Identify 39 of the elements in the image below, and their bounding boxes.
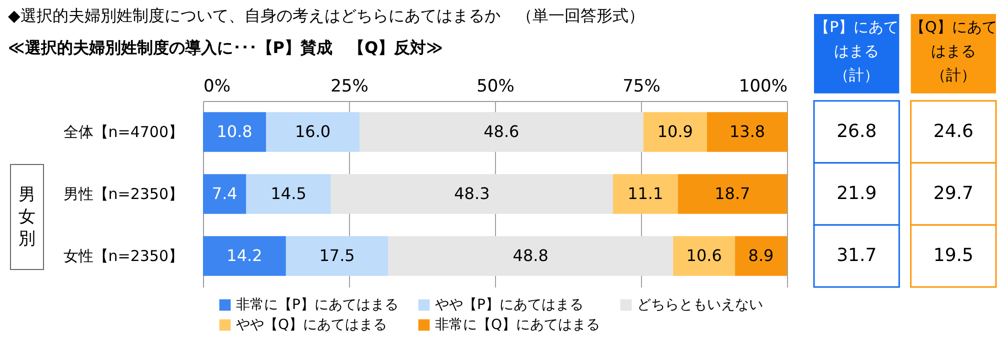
data-label: 14.5	[270, 184, 306, 203]
legend-label: やや【Q】にあてはまる	[236, 317, 388, 333]
data-label: 48.8	[512, 246, 548, 265]
data-label: 24.6	[933, 120, 974, 142]
text: 男女別	[10, 164, 44, 270]
data-label: 48.3	[454, 184, 490, 203]
data-label: 26.8	[836, 120, 877, 142]
legend-label: 非常に【P】にあてはまる	[236, 297, 398, 313]
data-label: 21.9	[836, 182, 877, 204]
data-label: 14.2	[226, 246, 262, 265]
x-tick-label: 75%	[622, 76, 660, 96]
legend-label: 非常に【Q】にあてはまる	[435, 317, 600, 333]
data-label: 11.1	[628, 184, 664, 203]
x-tick-label: 【Q】にあてはまる（計）	[910, 18, 997, 84]
y-tick-label: 女性【n=2350】	[63, 247, 184, 265]
x-tick-label: 【P】にあてはまる（計）	[814, 18, 899, 84]
x-tick-label: 0%	[204, 76, 230, 96]
x-tick-label: 25%	[330, 76, 368, 96]
y-tick-label: 全体【n=4700】	[63, 123, 184, 141]
data-label: 8.9	[748, 246, 774, 265]
data-label: 16.0	[294, 122, 331, 141]
data-label: 29.7	[933, 182, 974, 204]
data-label: 48.6	[484, 122, 520, 141]
chart-subtitle: ≪選択的夫婦別姓制度の導入に･･･【P】賛成 【Q】反対≫	[8, 38, 443, 59]
data-label: 7.4	[212, 184, 238, 203]
legend-label: どちらともいえない	[637, 297, 763, 313]
data-label: 17.5	[319, 246, 355, 265]
legend-label: やや【P】にあてはまる	[435, 297, 584, 313]
data-label: 31.7	[836, 244, 877, 266]
y-tick-label: 男性【n=2350】	[63, 185, 184, 203]
data-label: 19.5	[933, 244, 974, 266]
x-tick-label: 50%	[476, 76, 514, 96]
x-tick-label: 100%	[738, 76, 788, 96]
data-label: 10.6	[686, 246, 722, 265]
data-label: 10.8	[216, 122, 252, 141]
chart-title: ◆選択的夫婦別姓制度について、自身の考えはどちらにあてはまるか （単一回答形式）	[8, 6, 644, 27]
data-label: 13.8	[729, 122, 766, 141]
data-label: 10.9	[657, 122, 693, 141]
data-label: 18.7	[714, 184, 750, 203]
